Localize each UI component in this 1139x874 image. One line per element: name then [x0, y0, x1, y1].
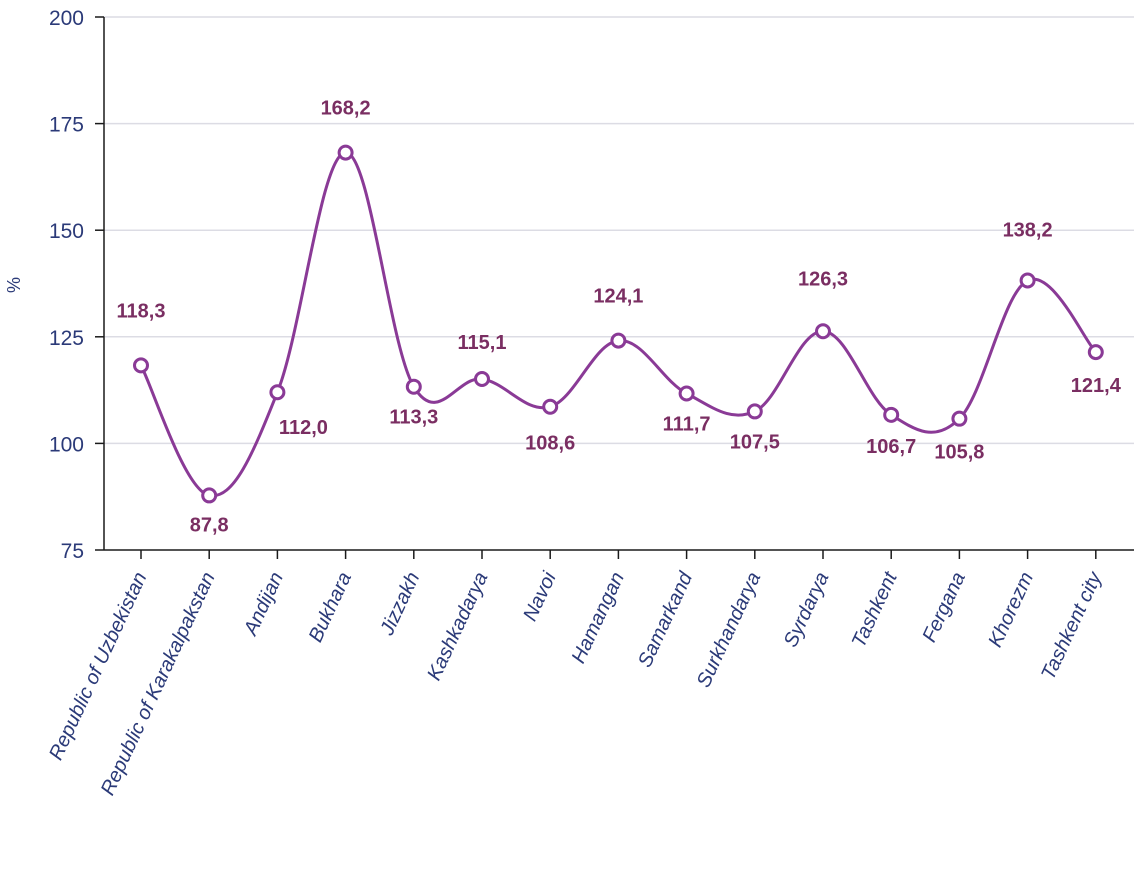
- x-tick-label: Jizzakh: [376, 569, 425, 640]
- data-label: 105,8: [934, 442, 984, 464]
- data-label: 107,5: [730, 431, 780, 453]
- data-point: [337, 144, 354, 161]
- data-point: [951, 410, 968, 427]
- data-point: [746, 403, 763, 420]
- y-tick-label: 75: [61, 540, 84, 563]
- x-tick-label: Samarkand: [634, 568, 698, 671]
- x-tick-label: Khorezm: [984, 569, 1038, 651]
- x-tick-label: Tashkent city: [1037, 568, 1106, 683]
- y-tick-label: 100: [49, 433, 84, 456]
- data-point: [133, 357, 149, 374]
- y-tick-label: 150: [49, 220, 84, 243]
- data-label: 108,6: [525, 433, 575, 455]
- x-tick-label: Navoi: [519, 568, 561, 624]
- data-label: 113,3: [389, 407, 438, 429]
- data-point: [815, 323, 831, 340]
- x-tick-label: Andijan: [239, 569, 288, 640]
- data-point: [405, 378, 422, 395]
- x-tick-label: Tashkent: [848, 568, 903, 651]
- data-point: [1087, 344, 1104, 361]
- data-points: [133, 144, 1104, 504]
- x-tick-label: Bukhara: [305, 569, 356, 646]
- x-tick-label: Hamangan: [568, 569, 629, 667]
- x-tick-label: Surkhandarya: [693, 569, 766, 691]
- data-point: [269, 384, 286, 401]
- y-tick-label: 175: [49, 114, 84, 137]
- data-label: 124,1: [593, 286, 643, 308]
- y-tick-label: 125: [49, 327, 84, 350]
- series-path: [139, 151, 1097, 498]
- data-point: [610, 332, 627, 349]
- data-label: 126,3: [798, 268, 848, 290]
- y-tick-label: 200: [49, 7, 84, 30]
- axes: [95, 16, 1134, 559]
- data-labels: 118,3 87,8 112,0 168,2 113,3 115,1 108,6 124,1 1…: [117, 98, 1122, 537]
- data-label: 121,4: [1071, 375, 1122, 397]
- data-label: 115,1: [458, 332, 507, 354]
- data-label: 106,7: [866, 436, 916, 458]
- data-point: [1019, 272, 1036, 289]
- x-tick-label: Kashkadarya: [423, 569, 492, 684]
- y-tick-labels: 75 100 125 150 175 200: [49, 7, 84, 563]
- data-label: 138,2: [1003, 220, 1053, 242]
- data-point: [678, 385, 695, 402]
- data-label: 87,8: [190, 514, 229, 536]
- data-point: [542, 398, 559, 415]
- gridlines: [104, 16, 1134, 445]
- data-point: [883, 406, 900, 423]
- series-line: [139, 151, 1097, 498]
- data-label: 112,0: [279, 417, 328, 439]
- data-point: [201, 487, 218, 504]
- data-label: 168,2: [321, 98, 371, 120]
- y-axis-title: %: [4, 277, 24, 293]
- x-tick-label: Fergana: [919, 569, 970, 646]
- data-label: 118,3: [117, 300, 166, 322]
- x-tick-label: Syrdarya: [780, 569, 834, 651]
- data-label: 111,7: [663, 414, 711, 436]
- data-point: [474, 371, 490, 388]
